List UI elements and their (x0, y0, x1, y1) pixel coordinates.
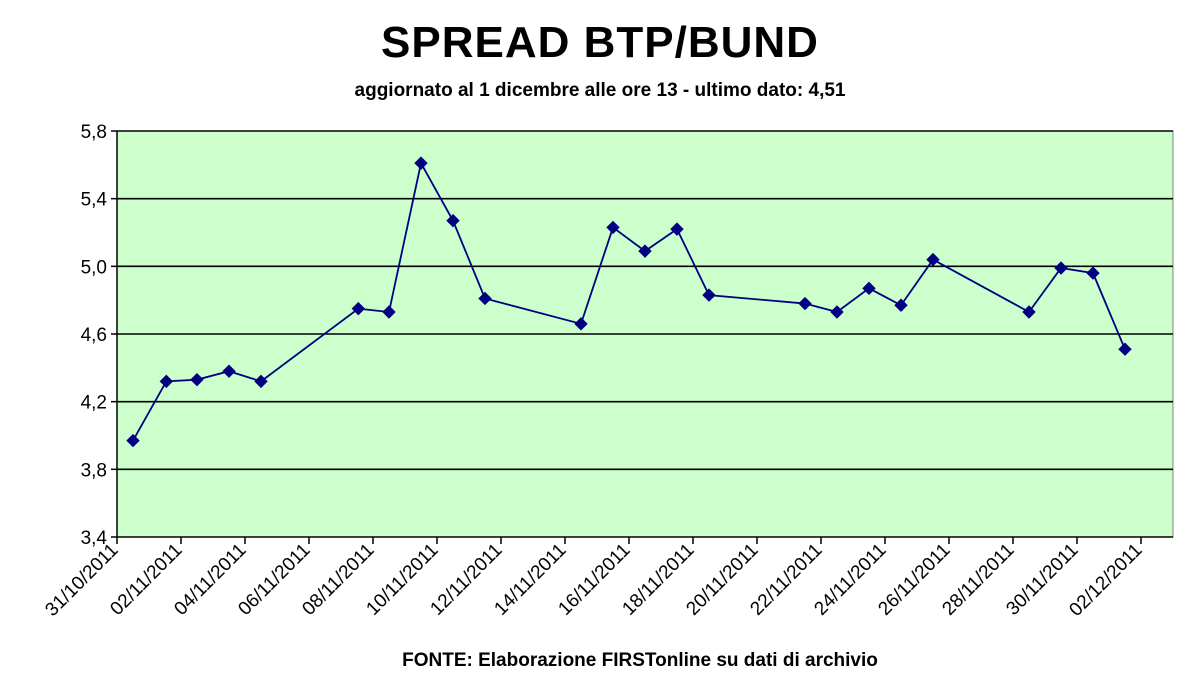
gridlines (117, 130, 1173, 471)
chart-source: FONTE: Elaborazione FIRSTonline su dati … (402, 650, 878, 671)
y-tick-label: 4,2 (81, 393, 107, 414)
data-point-marker (382, 305, 396, 319)
chart-title: SPREAD BTP/BUND (381, 18, 819, 67)
chart-subtitle: aggiornato al 1 dicembre alle ore 13 - u… (354, 80, 846, 101)
x-axis-tick-labels: 31/10/201102/11/201104/11/201106/11/2011… (41, 540, 1146, 621)
data-point-marker (254, 374, 268, 389)
data-point-marker (638, 244, 652, 258)
y-axis-tick-labels: 3,4 3,8 4,2 4,6 5,0 5,4 5,8 (81, 122, 108, 549)
data-point-marker (1022, 305, 1036, 319)
y-tick-label: 5,8 (81, 122, 107, 143)
y-tick-label: 4,6 (81, 325, 107, 346)
data-point-marker (606, 220, 620, 235)
data-point-marker (190, 372, 204, 387)
data-point-marker (414, 156, 428, 170)
data-point-marker (702, 288, 716, 302)
data-point-marker (830, 305, 844, 319)
y-tick-label: 3,8 (81, 460, 107, 481)
data-point-marker (670, 222, 684, 236)
y-tick-label: 5,4 (81, 190, 108, 211)
data-point-marker (351, 301, 366, 316)
y-tick-label: 5,0 (81, 257, 107, 278)
data-point-marker (1054, 261, 1068, 275)
data-point-marker (862, 281, 876, 296)
data-point-marker (894, 298, 908, 312)
data-point-marker (222, 364, 236, 378)
data-point-marker (159, 374, 174, 389)
data-point-marker (1118, 342, 1132, 356)
data-point-marker (1086, 266, 1100, 280)
axes (111, 130, 1173, 544)
series-line (132, 160, 1126, 442)
data-point-marker (126, 433, 140, 448)
data-point-marker (574, 317, 588, 331)
data-point-marker (798, 296, 812, 311)
data-point-marker (478, 291, 492, 306)
data-point-marker (446, 213, 460, 228)
series-spread (126, 156, 1132, 448)
y-tick-label: 3,4 (81, 528, 108, 549)
data-point-marker (926, 252, 940, 267)
